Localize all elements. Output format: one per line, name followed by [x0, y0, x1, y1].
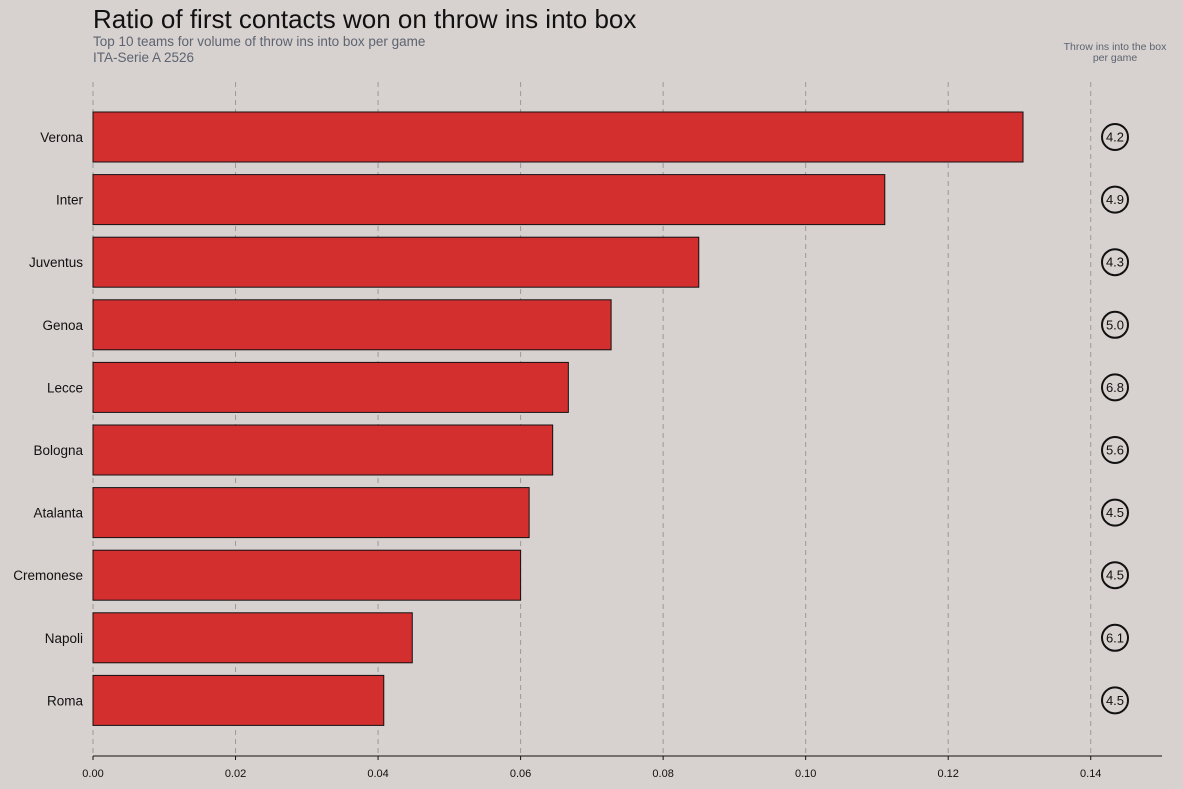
badge-circle: [1101, 310, 1129, 339]
x-tick-label: 0.02: [225, 768, 246, 780]
category-label: Napoli: [45, 631, 83, 646]
competition-label: ITA-Serie A 2526: [93, 50, 195, 65]
throw-ins-value: 4.3: [1106, 255, 1124, 270]
throw-ins-value: 4.5: [1106, 505, 1124, 520]
bar-roma: [92, 674, 385, 726]
bar-atalanta: [92, 487, 530, 539]
side-column-header-line2: per game: [1092, 52, 1138, 64]
side-column-header: Throw ins into the box per game: [1050, 42, 1180, 64]
category-label: Roma: [47, 693, 84, 708]
throw-ins-value: 6.8: [1106, 380, 1124, 395]
category-label: Cremonese: [13, 568, 83, 583]
category-label: Genoa: [42, 318, 83, 333]
chart-subtitle: Top 10 teams for volume of throw ins int…: [93, 34, 426, 49]
bar-inter: [92, 174, 886, 226]
badge-circle: [1101, 248, 1129, 277]
throw-in-badges: 4.2 4.9 4.3 5.0 6.8 5.6 4.5 4.5 6.1 4.5: [1101, 123, 1129, 715]
category-label: Verona: [40, 130, 83, 145]
bar-cremonese: [92, 549, 522, 601]
category-labels: Verona Inter Juventus Genoa Lecce Bologna Atal…: [13, 130, 83, 708]
bar-lecce: [92, 361, 569, 413]
x-tick-label: 0.06: [510, 768, 531, 780]
badge-circle: [1101, 623, 1129, 652]
badge-circle: [1101, 686, 1129, 715]
x-tick-label: 0.04: [367, 768, 388, 780]
category-label: Juventus: [29, 255, 83, 270]
badge-circle: [1101, 373, 1129, 402]
x-axis: 0.00 0.02 0.04 0.06 0.08 0.10 0.12 0.14: [82, 755, 1162, 780]
chart-title: Ratio of first contacts won on throw ins…: [93, 4, 637, 34]
throw-ins-value: 6.1: [1106, 630, 1124, 645]
throw-ins-value: 4.9: [1106, 192, 1124, 207]
throw-ins-value: 5.0: [1106, 317, 1124, 332]
throw-ins-value: 5.6: [1106, 443, 1124, 458]
badge-circle: [1101, 123, 1129, 151]
badge-circle: [1101, 498, 1129, 527]
x-tick-label: 0.12: [937, 768, 958, 780]
category-label: Bologna: [33, 443, 83, 458]
category-label: Atalanta: [33, 506, 83, 521]
x-tick-label: 0.14: [1080, 768, 1101, 780]
bar-napoli: [92, 612, 413, 664]
side-column-header-line1: Throw ins into the box: [1063, 41, 1167, 53]
x-tick-label: 0.00: [82, 768, 103, 780]
badge-circle: [1101, 436, 1129, 464]
throw-ins-value: 4.2: [1106, 130, 1124, 145]
badge-circle: [1101, 561, 1129, 590]
throw-ins-value: 4.5: [1106, 693, 1124, 708]
bar-juventus: [92, 236, 700, 288]
category-label: Lecce: [47, 380, 83, 395]
bars: [92, 111, 1024, 726]
x-tick-label: 0.08: [652, 768, 673, 780]
x-tick-label: 0.10: [795, 768, 816, 780]
bar-verona: [92, 111, 1024, 163]
category-label: Inter: [56, 193, 84, 208]
badge-circle: [1101, 185, 1129, 214]
bar-genoa: [92, 299, 612, 351]
bar-bologna: [92, 424, 554, 476]
throw-ins-value: 4.5: [1106, 568, 1124, 583]
